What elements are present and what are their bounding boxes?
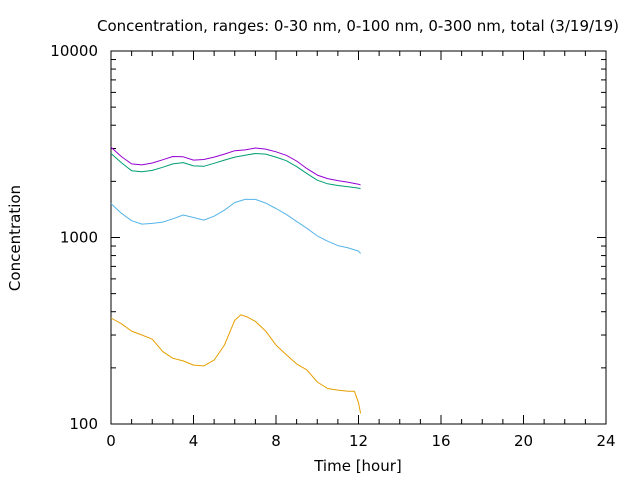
x-tick-label: 4 [189,432,199,450]
series-line-1 [110,314,362,414]
y-tick-label: 100 [69,415,98,433]
chart-title: Concentration, ranges: 0-30 nm, 0-100 nm… [97,17,619,35]
series-line-4 [110,146,361,186]
x-axis-label: Time [hour] [313,457,402,475]
x-tick-label: 16 [431,432,450,450]
x-tick-label: 12 [349,432,368,450]
y-axis-label: Concentration [6,185,24,291]
x-tick-label: 20 [514,432,533,450]
plot-frame [110,50,607,425]
series-layer [110,146,362,414]
y-tick-label: 1000 [60,229,98,247]
x-tick-label: 8 [271,432,281,450]
y-tick-label: 10000 [50,42,98,60]
x-tick-label: 24 [596,432,615,450]
series-line-2 [110,198,361,254]
series-line-3 [110,153,361,190]
x-tick-label: 0 [106,432,116,450]
axis-ticks: 0 4 8 12 16 20 24 100 1000 10000 [50,42,615,450]
